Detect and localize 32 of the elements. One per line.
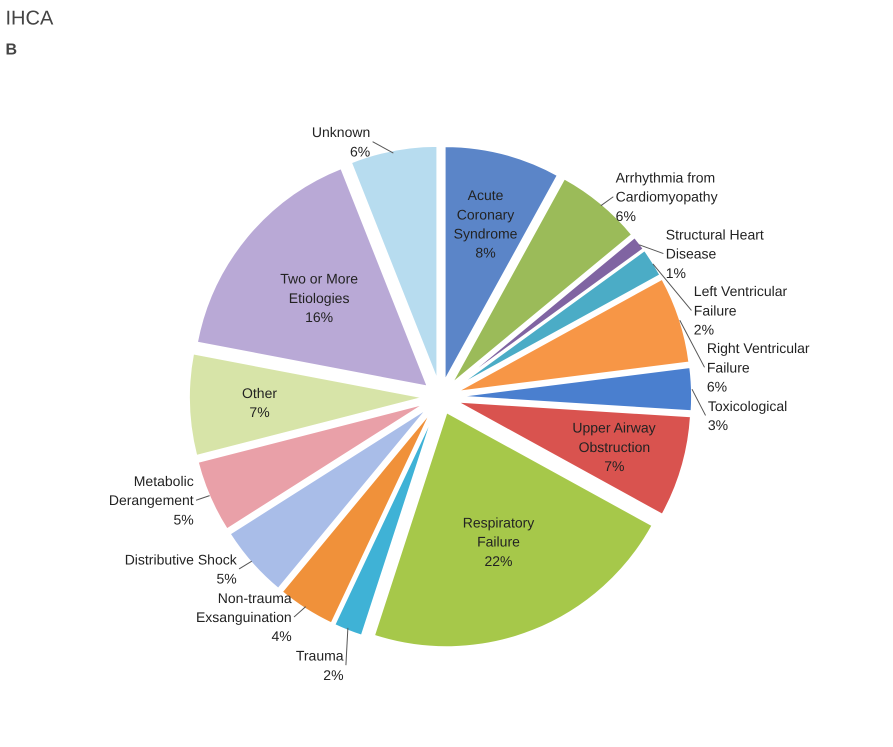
chart-subtitle: B	[6, 42, 18, 58]
slice-label: Distributive Shock	[124, 551, 238, 568]
data-label: 5%	[216, 570, 237, 586]
data-label: 22%	[484, 552, 513, 569]
data-label: 2%	[694, 322, 714, 338]
data-label: 3%	[708, 417, 728, 434]
slice-label: Arrhythmia from Cardiomyopathy	[616, 170, 718, 205]
slice-label: Upper Airway Obstruction	[572, 420, 656, 455]
slice-label: Trauma	[296, 648, 344, 664]
data-label: 8%	[475, 244, 496, 261]
slice-label: Left Ventricular Failure	[694, 283, 788, 318]
data-label: 6%	[350, 143, 370, 160]
data-label: 2%	[323, 666, 344, 683]
slice-label: Non-trauma Exsanguination	[196, 590, 292, 626]
slice-label: Right Ventricular Failure	[706, 340, 810, 376]
data-label: 5%	[173, 511, 194, 528]
chart-title: IHCA	[6, 8, 54, 30]
slice-label: Toxicological	[708, 398, 788, 414]
slice-label: Metabolic Derangement	[108, 473, 194, 508]
data-label: 1%	[666, 264, 686, 281]
slice-label: Acute Coronary Syndrome	[454, 187, 518, 242]
data-label: 6%	[706, 378, 728, 394]
data-label: 16%	[305, 309, 334, 326]
data-label: 6%	[616, 208, 636, 224]
slice-label: Structural Heart Disease	[666, 226, 764, 262]
data-label: 7%	[249, 404, 270, 420]
slice-label: Two or More Etiologies	[280, 270, 358, 306]
data-label: 7%	[604, 458, 624, 474]
slice-label: Unknown	[312, 124, 370, 140]
slice-label: Respiratory Failure	[462, 514, 534, 550]
data-label: 4%	[271, 628, 292, 644]
slice-label: Other	[242, 385, 278, 402]
